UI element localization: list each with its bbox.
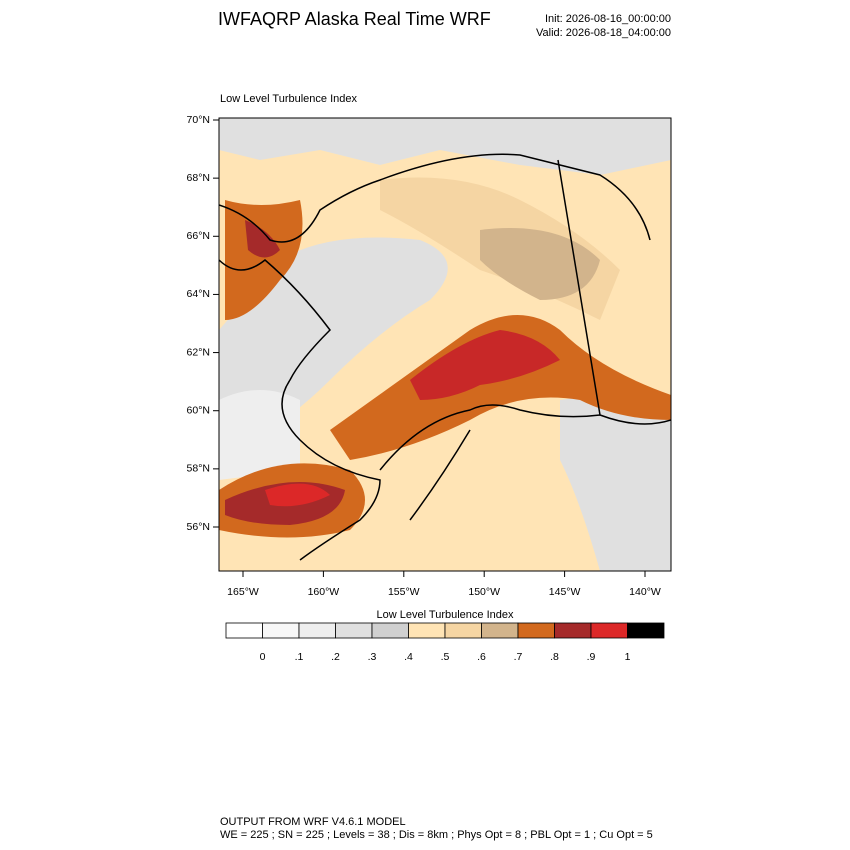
lat-label: 62°N — [187, 346, 210, 358]
colorbar-label: 0 — [260, 651, 266, 663]
lat-label: 60°N — [187, 404, 210, 416]
lat-label: 58°N — [187, 463, 210, 475]
colorbar-label: 1 — [625, 651, 631, 663]
colorbar-box — [517, 622, 555, 639]
colorbar-label: .7 — [514, 651, 523, 663]
colorbar-box — [262, 622, 300, 639]
colorbar-box — [554, 622, 592, 639]
lat-label: 68°N — [187, 172, 210, 184]
colorbar-label: .4 — [404, 651, 413, 663]
lat-labels: 70°N 68°N 66°N 64°N 62°N 60°N 58°N 56°N — [187, 114, 219, 533]
colorbar-label: .3 — [368, 651, 377, 663]
colorbar-label: .8 — [550, 651, 559, 663]
colorbar-box — [444, 622, 482, 639]
colorbar-label: .9 — [587, 651, 596, 663]
footer-line: WE = 225 ; SN = 225 ; Levels = 38 ; Dis … — [220, 829, 653, 841]
colorbar-box — [225, 622, 263, 639]
title: IWFAQRP Alaska Real Time WRF — [218, 9, 491, 29]
map-field — [218, 117, 672, 572]
lon-label: 150°W — [468, 586, 500, 598]
colorbar-box — [408, 622, 446, 639]
colorbar-box — [627, 622, 665, 639]
lat-label: 56°N — [187, 521, 210, 533]
lon-label: 145°W — [549, 586, 581, 598]
lon-label: 165°W — [227, 586, 259, 598]
init-time: Init: 2026-08-16_00:00:00 — [545, 13, 671, 25]
map-title: Low Level Turbulence Index — [220, 93, 357, 105]
colorbar-box — [590, 622, 628, 639]
colorbar-label: .6 — [477, 651, 486, 663]
colorbar-label: .1 — [295, 651, 304, 663]
lon-label: 140°W — [629, 586, 661, 598]
footer-line: OUTPUT FROM WRF V4.6.1 MODEL — [220, 816, 406, 828]
colorbar-box — [371, 622, 409, 639]
colorbar-label: .5 — [441, 651, 450, 663]
colorbar-title: Low Level Turbulence Index — [377, 609, 514, 621]
lat-label: 64°N — [187, 288, 210, 300]
valid-time: Valid: 2026-08-18_04:00:00 — [536, 27, 671, 39]
lon-labels: 165°W 160°W 155°W 150°W 145°W 140°W — [227, 571, 661, 598]
lon-label: 160°W — [308, 586, 340, 598]
lat-label: 70°N — [187, 114, 210, 126]
colorbar-label: .2 — [331, 651, 340, 663]
colorbar-box — [335, 622, 373, 639]
lat-label: 66°N — [187, 230, 210, 242]
colorbar: 0 .1 .2 .3 .4 .5 .6 .7 .8 .9 1 — [225, 622, 665, 663]
colorbar-box — [298, 622, 336, 639]
colorbar-box — [481, 622, 519, 639]
lon-label: 155°W — [388, 586, 420, 598]
